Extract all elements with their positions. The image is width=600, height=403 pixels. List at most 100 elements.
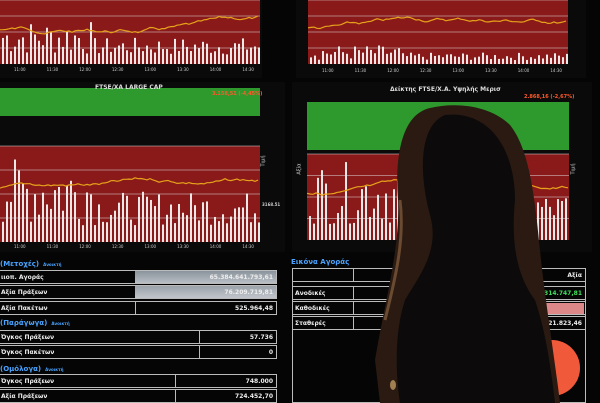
volume-bar (349, 223, 351, 240)
volume-bar (514, 60, 516, 64)
status: Ανοικτή (45, 367, 64, 372)
volume-bar (18, 39, 20, 64)
volume-bar (550, 57, 552, 64)
volume-bar (370, 49, 372, 64)
row-value: 21.823,46 (548, 320, 582, 327)
volume-bar (393, 189, 395, 240)
volume-bar (546, 54, 548, 64)
column-header: Αξία (567, 272, 582, 279)
volume-bar (522, 56, 524, 64)
volume-bar (62, 210, 64, 242)
row-value: 0 (268, 349, 273, 356)
volume-bar (329, 223, 331, 240)
tick: 13:00 (144, 244, 157, 249)
volume-bar (562, 57, 564, 64)
volume-bar (38, 214, 40, 242)
volume-bar (398, 48, 400, 64)
volume-bar (330, 54, 332, 64)
volume-bar (58, 186, 60, 242)
section-stocks: (Μετοχές) Ανοικτή (0, 260, 61, 268)
volume-bar (397, 180, 399, 240)
section-title: Εικόνα Αγοράς (291, 258, 350, 266)
tick: 14:00 (209, 67, 222, 72)
volume-bar (6, 201, 8, 242)
volume-bar (162, 49, 164, 64)
volume-bar (34, 34, 36, 64)
volume-bar (389, 222, 391, 240)
volume-bar (510, 57, 512, 64)
volume-bar (170, 204, 172, 242)
volume-bar (357, 210, 359, 240)
axis-value: 3168.51 (262, 202, 281, 207)
volume-bar (513, 214, 515, 240)
volume-bar (14, 159, 16, 242)
volume-bar (545, 198, 547, 240)
volume-bar (565, 198, 567, 240)
volume-bar (154, 52, 156, 64)
volume-bar (202, 202, 204, 242)
volume-bar (66, 31, 68, 64)
row-value: 748.000 (245, 378, 273, 385)
volume-bar (138, 47, 140, 64)
volume-bar (450, 54, 452, 64)
volume-bar (106, 222, 108, 242)
volume-bar (501, 194, 503, 240)
volume-bar (382, 46, 384, 64)
volume-bar (250, 47, 252, 64)
volume-bar (82, 225, 84, 242)
volume-bar (254, 213, 256, 242)
volume-bar (174, 38, 176, 64)
volume-bar (222, 53, 224, 64)
volume-bar (477, 199, 479, 240)
volume-bar (214, 216, 216, 242)
section-derivatives: (Παράγωγα) Ανοικτή (0, 319, 70, 327)
tick: 11:00 (14, 67, 26, 72)
volume-bar (254, 46, 256, 64)
volume-bar (353, 222, 355, 240)
plot-3 (0, 88, 260, 242)
volume-bar (350, 58, 352, 64)
volume-bar (58, 37, 60, 64)
volume-bar (114, 210, 116, 242)
volume-bar (186, 215, 188, 242)
plot-4 (307, 102, 569, 240)
volume-bar (210, 224, 212, 242)
volume-bar (150, 49, 152, 64)
axis-label: Τιμή (570, 163, 577, 175)
volume-bar (142, 51, 144, 64)
volume-bar (130, 219, 132, 242)
row-label: Αξία Πράξεων (1, 289, 48, 296)
volume-bar (430, 52, 432, 64)
volume-bar (310, 57, 312, 64)
volume-bar (50, 32, 52, 64)
volume-bar (446, 54, 448, 64)
volume-bar (66, 185, 68, 242)
volume-bar (126, 195, 128, 242)
tick: 11:30 (46, 67, 59, 72)
tick: 13:30 (485, 68, 497, 73)
volume-bar (377, 194, 379, 240)
volume-bar (369, 216, 371, 240)
volume-bar (34, 194, 36, 242)
status: Ανοικτή (51, 321, 70, 326)
chart-title: Δείκτης FTSE/Χ.Α. Υψηλής Μερισ (390, 86, 501, 93)
volume-bar (182, 212, 184, 242)
section-title: (Μετοχές) (0, 260, 40, 268)
row-label: Σταθερές (295, 320, 326, 327)
row-value: 724.452,70 (235, 393, 273, 400)
volume-bar (502, 58, 504, 64)
table-row: Αξία Πράξεων 724.452,70 (0, 389, 277, 403)
volume-bar (529, 217, 531, 240)
volume-bar (242, 38, 244, 64)
volume-bar (470, 59, 472, 64)
tick: 11:30 (354, 68, 367, 73)
volume-bar (378, 45, 380, 64)
tick: 11:30 (46, 244, 59, 249)
volume-bar (469, 203, 471, 240)
row-value: 57.736 (249, 334, 273, 341)
volume-bar (413, 196, 415, 240)
volume-bar (497, 195, 499, 240)
volume-bar (22, 37, 24, 64)
volume-bar (549, 206, 551, 240)
volume-bar (158, 41, 160, 64)
